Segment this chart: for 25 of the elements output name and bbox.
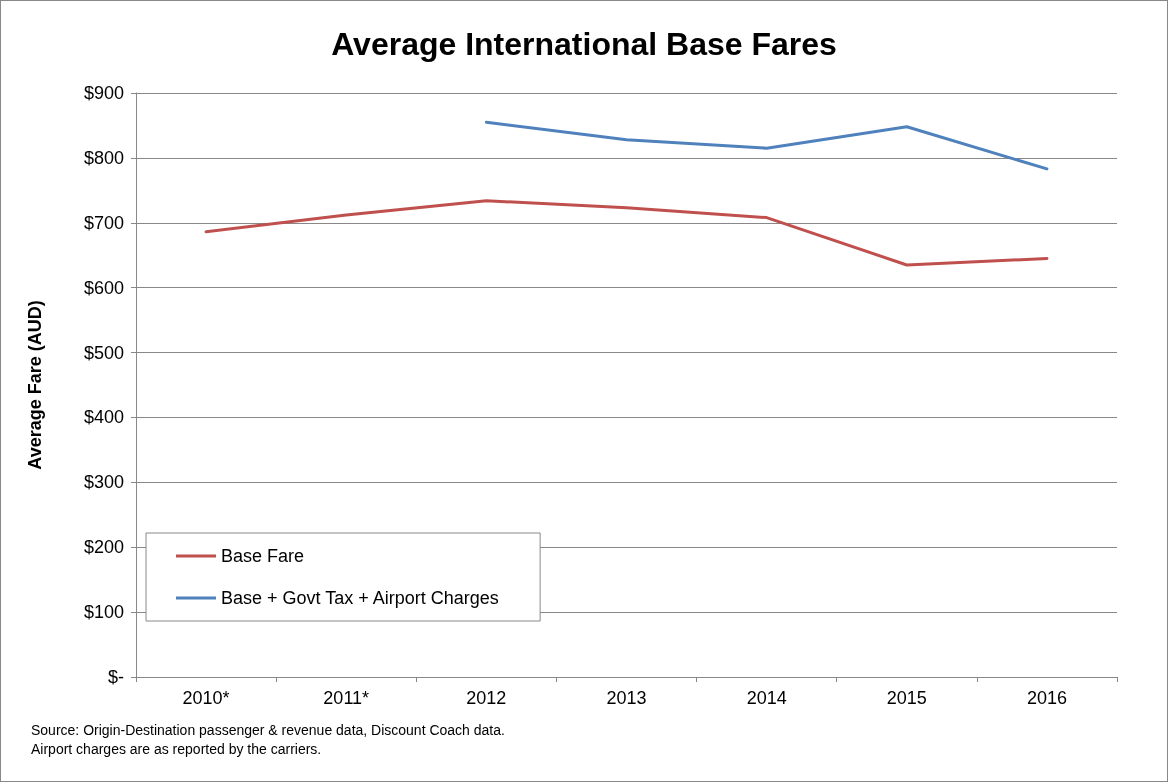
- y-tick-label: $200: [83, 537, 124, 558]
- y-tick-label: $100: [83, 602, 124, 623]
- x-tick-label: 2010*: [182, 688, 230, 708]
- line-series: [204, 199, 1049, 267]
- y-tick-label: $900: [83, 83, 124, 103]
- x-tick-label: 2013: [606, 688, 647, 708]
- y-tick-label: $600: [83, 277, 124, 298]
- y-tick-label: $500: [83, 342, 124, 363]
- source-note: Source: Origin-Destination passenger & revenue data, Discount Coach data.: [31, 722, 505, 738]
- y-tick-label: $300: [83, 472, 124, 493]
- x-tick-label: 2015: [886, 688, 927, 708]
- y-tick-label: $400: [83, 407, 124, 428]
- chart-title: Average International Base Fares: [331, 26, 837, 62]
- y-axis-title: Average Fare (AUD): [25, 300, 45, 470]
- legend-label: Base + Govt Tax + Airport Charges: [221, 588, 499, 608]
- legend-label: Base Fare: [221, 546, 305, 566]
- text: Airport charges are as reported by the carriers.: [31, 741, 322, 757]
- line-series: [484, 120, 1049, 171]
- x-tick-label: 2014: [746, 688, 787, 708]
- y-tick-label: $800: [83, 147, 124, 168]
- y-tick-label: $700: [83, 212, 124, 233]
- y-tick-label: $-: [107, 667, 124, 687]
- x-tick-label: 2012: [466, 688, 507, 708]
- x-tick-label: 2011*: [323, 688, 370, 708]
- x-tick-label: 2016: [1026, 688, 1067, 708]
